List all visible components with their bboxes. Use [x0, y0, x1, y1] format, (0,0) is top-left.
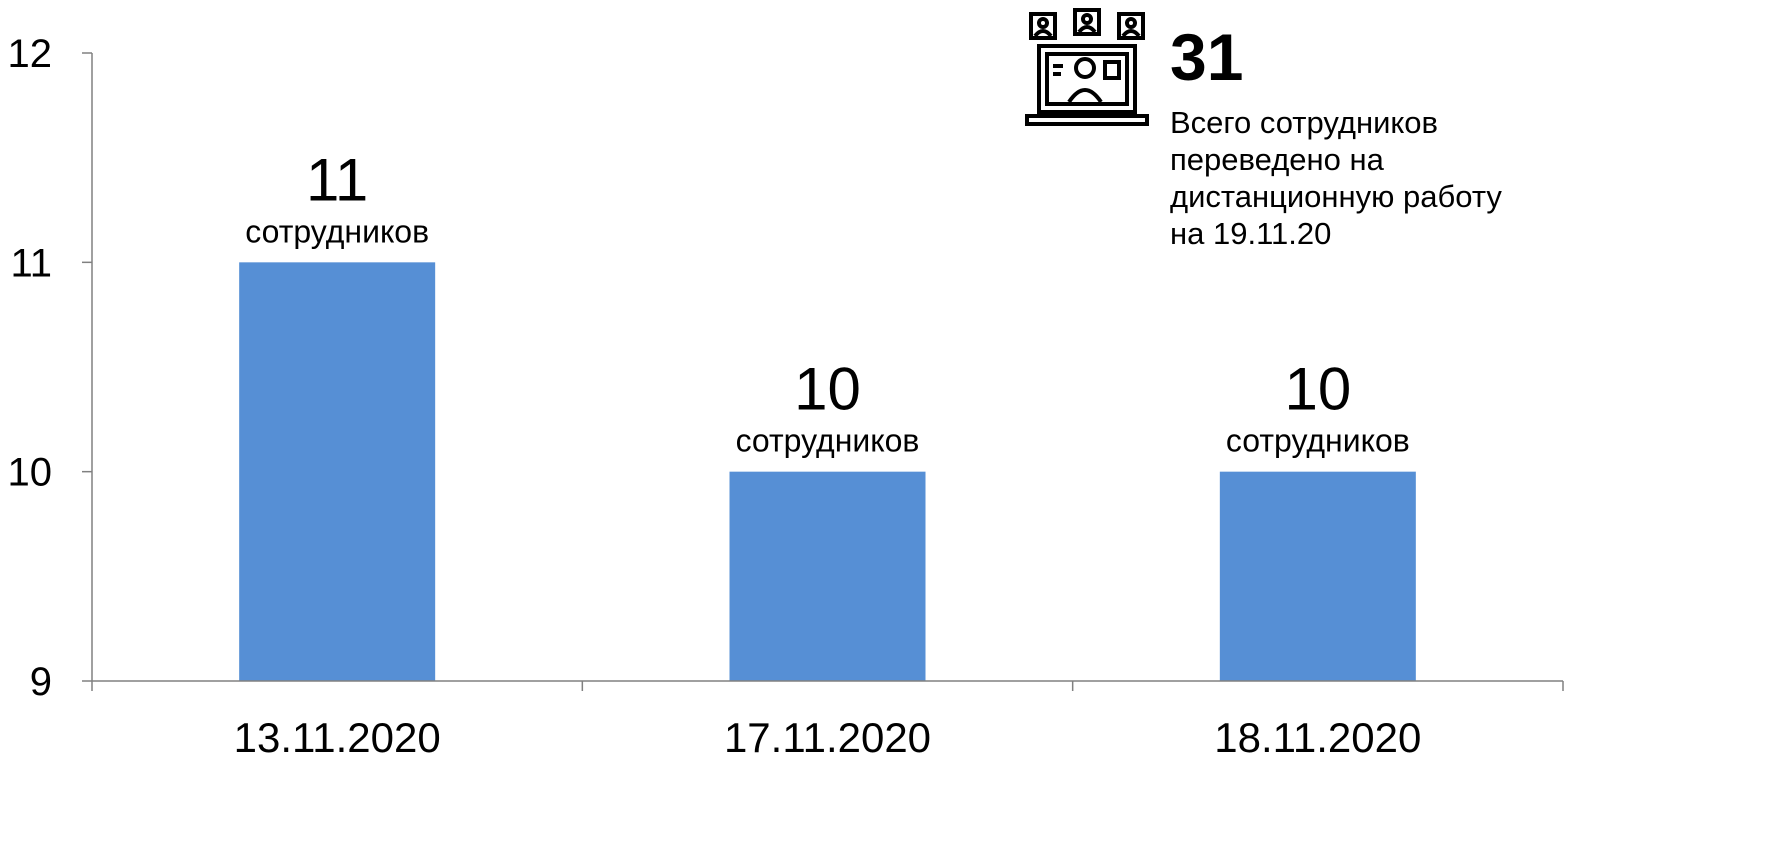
- summary-description: Всего сотрудников переведено на дистанци…: [1170, 105, 1502, 251]
- bar-value-label: 10: [1284, 356, 1351, 423]
- x-axis-labels: 13.11.2020 17.11.2020 18.11.2020: [234, 714, 1422, 761]
- summary-panel: 31 Всего сотрудников переведено на диста…: [1025, 8, 1770, 258]
- x-category-label: 18.11.2020: [1214, 714, 1421, 761]
- bar: [239, 262, 436, 681]
- bar-unit-label: сотрудников: [736, 423, 920, 459]
- summary-total: 31: [1170, 20, 1244, 94]
- remote-work-laptop-icon: [1025, 8, 1149, 132]
- bar: [729, 471, 926, 681]
- bars: [239, 262, 1416, 681]
- bar-value-label: 11: [306, 146, 368, 213]
- y-tick-label: 9: [30, 660, 52, 704]
- y-tick-label: 10: [8, 451, 53, 495]
- bar-unit-label: сотрудников: [1226, 423, 1410, 459]
- axes: [91, 53, 1564, 691]
- y-tick-label: 11: [10, 241, 52, 285]
- bar-unit-label: сотрудников: [245, 213, 429, 249]
- y-tick-label: 12: [8, 32, 53, 76]
- x-category-label: 13.11.2020: [234, 714, 441, 761]
- x-category-label: 17.11.2020: [724, 714, 931, 761]
- y-axis-ticks: 9 10 11 12: [8, 32, 92, 704]
- bar: [1219, 471, 1416, 681]
- bar-value-label: 10: [794, 356, 861, 423]
